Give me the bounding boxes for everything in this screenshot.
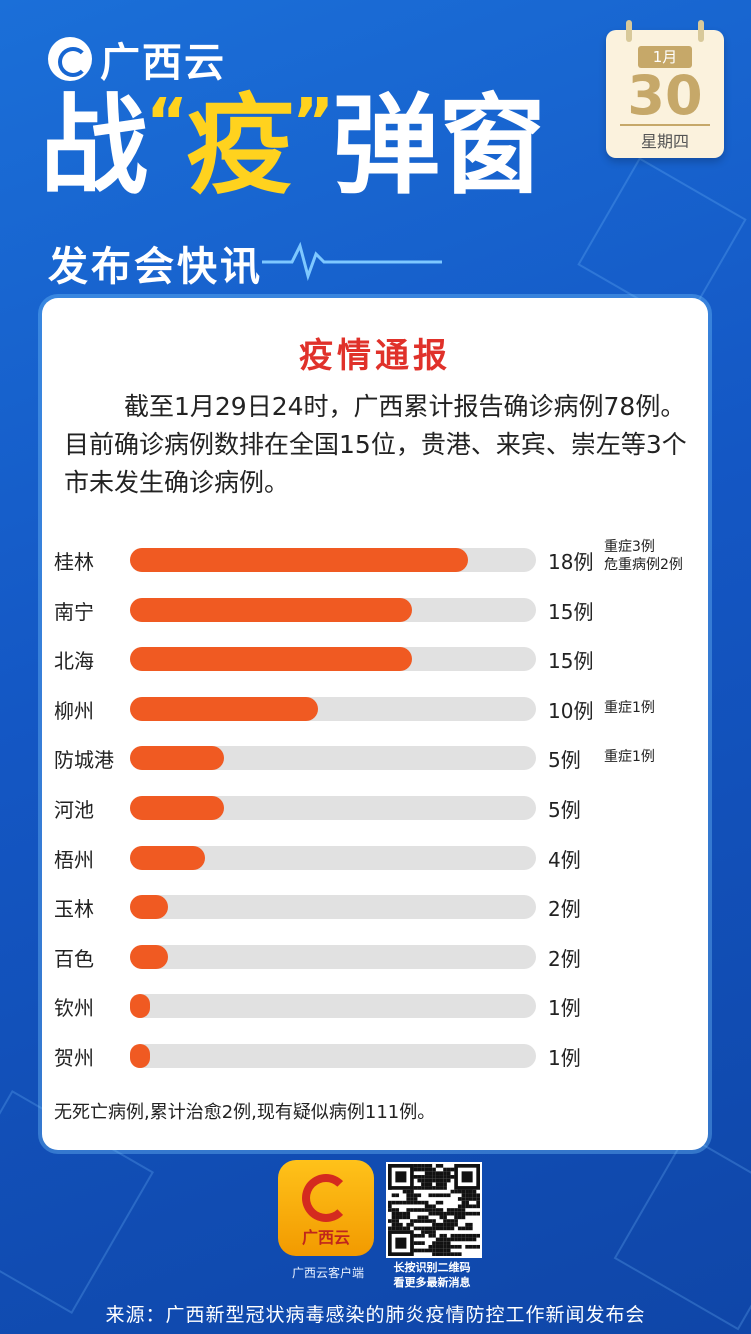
category-label: 贺州 <box>54 1046 94 1070</box>
value-label: 2例 <box>548 897 581 922</box>
severity-note: 危重病例2例 <box>604 557 683 573</box>
bar-track <box>130 845 536 870</box>
pulse-line-icon <box>262 241 442 281</box>
calendar-ring-icon <box>698 20 704 42</box>
value-label: 4例 <box>548 847 581 872</box>
qr-caption-line-2: 看更多最新消息 <box>393 1276 471 1289</box>
calendar-weekday: 星期四 <box>620 124 710 152</box>
brand: 广西云 <box>48 30 226 88</box>
bar-track <box>130 696 536 721</box>
category-label: 桂林 <box>54 550 94 574</box>
qr-code-icon[interactable] <box>386 1162 482 1258</box>
calendar-day: 30 <box>627 64 703 127</box>
bar <box>130 944 168 969</box>
report-card: 疫情通报 截至1月29日24时，广西累计报告确诊病例78例。目前确诊病例数排在全… <box>42 298 708 1150</box>
bar <box>130 548 469 572</box>
footnote: 无死亡病例,累计治愈2例,现有疑似病例111例。 <box>54 1102 436 1123</box>
value-label: 18例 <box>548 550 594 574</box>
bar <box>130 647 412 672</box>
severity-note: 重症1例 <box>604 749 655 766</box>
category-label: 河池 <box>54 798 94 822</box>
value-label: 2例 <box>548 946 581 971</box>
bar-track <box>130 994 536 1019</box>
source-line: 来源：广西新型冠状病毒感染的肺炎疫情防控工作新闻发布会 <box>105 1304 646 1326</box>
value-label: 5例 <box>548 798 581 822</box>
severity-note: 重症3例 <box>604 539 655 555</box>
bar-track <box>130 895 536 920</box>
category-label: 柳州 <box>54 698 94 723</box>
bar <box>130 895 168 920</box>
bar-track <box>130 944 536 969</box>
app-name: 广西云 <box>301 1228 350 1247</box>
value-label: 15例 <box>548 599 594 624</box>
quote-open: “ <box>146 86 188 160</box>
value-label: 1例 <box>548 996 581 1021</box>
category-label: 梧州 <box>54 847 94 872</box>
category-label: 北海 <box>54 649 94 674</box>
bar <box>130 1044 150 1068</box>
category-label: 百色 <box>54 946 94 971</box>
cloud-logo-icon <box>48 37 92 81</box>
qr-caption-line-1: 长按识别二维码 <box>393 1261 471 1274</box>
bar <box>130 796 224 820</box>
bar-track <box>130 548 536 572</box>
app-caption: 广西云客户端 <box>291 1266 364 1280</box>
swirl-logo-icon <box>302 1174 350 1222</box>
value-label: 15例 <box>548 649 594 674</box>
bar-track <box>130 647 536 672</box>
category-label: 防城港 <box>54 748 114 773</box>
bar <box>130 746 224 771</box>
headline: 战“疫”弹窗 <box>40 86 546 207</box>
qr-caption: 长按识别二维码 看更多最新消息 <box>374 1260 490 1290</box>
category-label: 南宁 <box>54 599 94 624</box>
bar-track <box>130 1044 536 1068</box>
value-label: 5例 <box>548 748 581 773</box>
calendar-month: 1月 <box>638 46 692 68</box>
bar <box>130 696 318 721</box>
calendar: 1月 30 星期四 <box>606 20 724 158</box>
notice-text: 截至1月29日24时，广西累计报告确诊病例78例。目前确诊病例数排在全国15位，… <box>64 392 687 497</box>
subhead: 发布会快讯 <box>48 244 263 290</box>
headline-part-c: 弹窗 <box>332 84 546 209</box>
headline-part-b: 疫 <box>186 84 294 209</box>
bar-track <box>130 796 536 820</box>
bar-track <box>130 597 536 622</box>
severity-note: 重症1例 <box>604 699 655 716</box>
value-label: 1例 <box>548 1046 581 1070</box>
bar-track <box>130 746 536 771</box>
bar <box>130 994 150 1019</box>
value-label: 10例 <box>548 698 594 723</box>
category-label: 玉林 <box>54 897 94 922</box>
quote-close: ” <box>292 86 334 160</box>
headline-part-a: 战 <box>40 84 148 209</box>
app-icon[interactable]: 广西云 <box>278 1160 374 1256</box>
bar <box>130 845 206 870</box>
category-label: 钦州 <box>54 996 94 1021</box>
bar <box>130 597 412 622</box>
card-title: 疫情通报 <box>299 336 451 376</box>
calendar-ring-icon <box>626 20 632 42</box>
brand-name: 广西云 <box>100 40 226 86</box>
